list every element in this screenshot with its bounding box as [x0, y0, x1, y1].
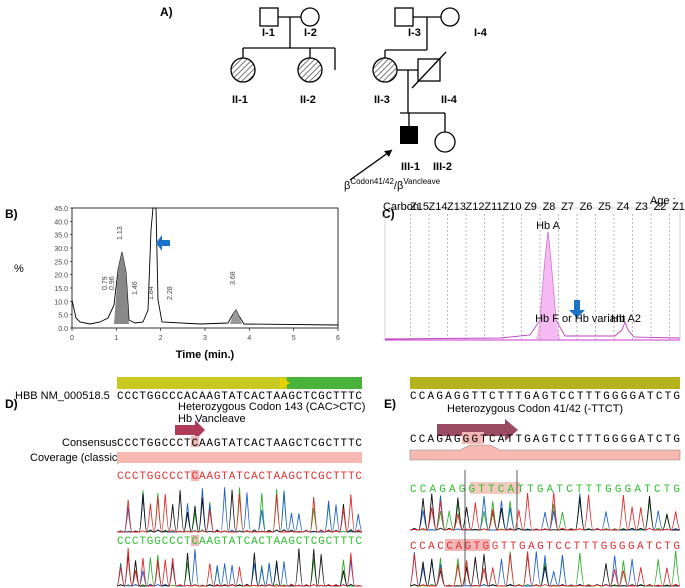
genotype-part: Codon41/42: [350, 177, 394, 186]
y-tick-label: 15.0: [54, 286, 68, 293]
row-label: Consensus: [62, 437, 118, 449]
chromatogram-trace: [409, 551, 681, 587]
genotype-part: Vancleave: [403, 177, 440, 186]
zone-label: Z4: [617, 201, 630, 213]
x-tick-label: 4: [247, 335, 251, 342]
peak-label: 1.84: [148, 286, 155, 300]
trace-seq: CCCTGGCCCTCAAGTATCACTAAGCTCGCTTTC: [117, 471, 362, 483]
y-tick-label: 0.0: [58, 326, 68, 333]
zone-label: Z5: [598, 201, 611, 213]
node-label: I-4: [474, 27, 488, 39]
peak-label: 0.96: [109, 276, 116, 290]
y-axis-unit: %: [14, 263, 24, 275]
y-tick-label: 20.0: [54, 273, 68, 280]
genotype-part: /β: [394, 180, 403, 192]
peak-label: 3.68: [230, 271, 237, 285]
hplc-chromatogram: % Time (min.) 45.040.035.030.025.020.015…: [14, 206, 340, 361]
consensus-seq: CCAGAGGGTCATTGAGTCCTTTGGGGATCTG: [410, 434, 680, 446]
node-label: III-1: [401, 161, 420, 173]
x-tick-label: 5: [292, 335, 296, 342]
zone-label: Z13: [447, 201, 466, 213]
zone-label: Z7: [561, 201, 574, 213]
peak-label: 1.13: [117, 226, 124, 240]
chromatogram-trace: [116, 493, 363, 533]
panel-label: D): [5, 397, 18, 411]
peak-label: 2.28: [167, 286, 174, 300]
y-tick-label: 45.0: [54, 206, 68, 213]
age-label: Age :: [650, 195, 676, 207]
zone-label: Z2: [654, 201, 667, 213]
row-label: Coverage (classic): [30, 452, 121, 464]
panel-label: A): [160, 5, 173, 19]
genotype: βCodon41/42/βVancleave: [344, 177, 441, 192]
reference-seq: CCAGAGGTTCTTTGAGTCCTTTGGGGATCTG: [410, 391, 680, 403]
annotation: Hb Vancleave: [178, 413, 246, 425]
y-tick-label: 30.0: [54, 246, 68, 253]
node-label: II-2: [300, 94, 316, 106]
x-axis-label: Time (min.): [176, 349, 235, 361]
node-label: III-2: [433, 161, 452, 173]
zone-label: Z10: [503, 201, 522, 213]
zone-label: Z11: [484, 201, 502, 213]
y-tick-label: 10.0: [54, 299, 68, 306]
chromatogram-trace: [409, 493, 681, 531]
reference-name: HBB NM_000518.5: [15, 390, 110, 402]
feature-bar: [117, 377, 287, 389]
zone-label: Z6: [580, 201, 593, 213]
node-label: I-1: [262, 27, 275, 39]
zone-label: Z8: [543, 201, 556, 213]
peak-label: 1.46: [132, 281, 139, 295]
annotation: Heterozygous Codon 41/42 (-TTCT): [447, 403, 623, 415]
peak-label: Hb A2: [611, 313, 641, 325]
pedigree-labels: I-1 I-2 I-3 I-4 II-1 II-2 II-3 II-4 III-…: [232, 27, 488, 173]
x-tick-label: 6: [336, 335, 340, 342]
x-tick-label: 1: [114, 335, 118, 342]
chromatogram-trace: [409, 493, 681, 531]
zone-label: Z1: [672, 201, 685, 213]
capillary-electrophoresis: Age : Hb A Hb F or Hb variant Hb A2 Carb…: [383, 195, 685, 341]
x-tick-label: 0: [70, 335, 74, 342]
y-tick-label: 40.0: [54, 219, 68, 226]
chromatogram-trace: [116, 554, 363, 587]
reference-seq: CCCTGGCCCACAAGTATCACTAAGCTCGCTTTC: [117, 391, 362, 403]
node-label: II-1: [232, 94, 248, 106]
trace-seq: CCCTGGCCCTCAAGTATCACTAAGCTCGCTTTC: [117, 536, 362, 548]
node-label: II-4: [441, 94, 458, 106]
x-tick-label: 3: [203, 335, 207, 342]
y-tick-label: 25.0: [54, 259, 68, 266]
trace-seq: CCAGAGGTTCATTGATCTTTGGGATCTG: [410, 484, 680, 496]
zone-label: Z9: [524, 201, 537, 213]
chromatogram-trace: [116, 548, 363, 587]
genotype-part: β: [344, 180, 350, 192]
panel-label: E): [384, 397, 396, 411]
zone-label: Carbon: [383, 201, 419, 213]
peak-label: 0.79: [102, 276, 109, 290]
feature-bar: [410, 377, 680, 389]
zone-label: Z3: [635, 201, 648, 213]
node-label: I-3: [408, 27, 421, 39]
peak-label: Hb F or Hb variant: [535, 313, 625, 325]
x-tick-label: 2: [159, 335, 163, 342]
chromatogram-trace: [409, 492, 681, 531]
feature-bar: [287, 377, 362, 389]
y-tick-label: 35.0: [54, 233, 68, 240]
pedigree: [230, 7, 460, 181]
zone-label: Z14: [429, 201, 448, 213]
node-label: II-3: [374, 94, 390, 106]
annotation: Heterozygous Codon 143 (CAC>CTC): [178, 401, 365, 413]
peak-label: Hb A: [536, 220, 561, 232]
consensus-seq: CCCTGGCCCTCAAGTATCACTAAGCTCGCTTTC: [117, 438, 362, 450]
coverage-bar: [117, 452, 362, 463]
node-label: I-2: [304, 27, 317, 39]
y-tick-label: 5.0: [58, 313, 68, 320]
trace-seq: CCACCAGTGGTTGAGTCCTTTGGGGATCTG: [410, 541, 680, 553]
zone-label: Z12: [466, 201, 485, 213]
zone-label: Z15: [410, 201, 429, 213]
panel-label: B): [5, 207, 18, 221]
